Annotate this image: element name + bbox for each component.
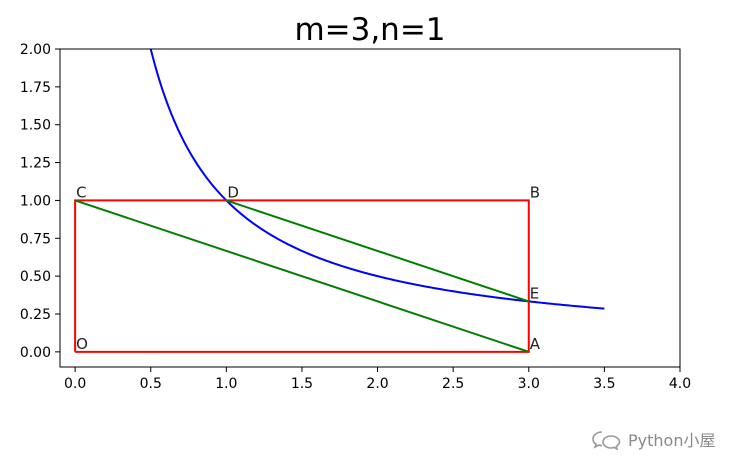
- wechat-icon: [592, 431, 621, 450]
- point-label-b: B: [530, 183, 540, 201]
- x-tick-label: 2.5: [442, 376, 464, 392]
- rectangle-outline-1: [74, 199, 530, 353]
- x-tick-label: 0.0: [64, 376, 86, 392]
- x-tick-label: 2.0: [366, 376, 388, 392]
- x-tick-label: 3.5: [593, 376, 615, 392]
- watermark: Python小屋: [592, 427, 715, 451]
- point-label-e: E: [530, 284, 539, 302]
- axes-frame: [59, 48, 681, 368]
- y-tick-label: 1.25: [20, 156, 51, 172]
- segment-line-3: [226, 199, 530, 303]
- x-tick-label: 0.5: [140, 376, 162, 392]
- x-tick-label: 1.0: [215, 376, 237, 392]
- chart-title: m=3,n=1: [294, 12, 445, 48]
- plot-lines: [74, 49, 605, 353]
- y-tick-label: 0.75: [20, 231, 51, 247]
- y-axis: 0.00 0.25 0.50 0.75 1.00 1.25 1.50 1.75 2.00: [20, 42, 60, 361]
- point-label-a: A: [530, 335, 541, 353]
- segment-line-2: [74, 199, 530, 353]
- x-tick-label: 4.0: [669, 376, 691, 392]
- y-tick-label: 1.50: [20, 118, 51, 134]
- point-label-d: D: [227, 183, 239, 201]
- y-tick-label: 1.75: [20, 80, 51, 96]
- y-tick-label: 1.00: [20, 193, 51, 209]
- point-label-c: C: [76, 183, 86, 201]
- y-tick-label: 0.00: [20, 345, 51, 361]
- y-tick-label: 0.25: [20, 307, 51, 323]
- point-label-o: O: [76, 335, 88, 353]
- x-axis: 0.0 0.5 1.0 1.5 2.0 2.5 3.0 3.5 4.0: [64, 367, 691, 392]
- y-tick-label: 2.00: [20, 42, 51, 58]
- x-tick-label: 3.0: [518, 376, 540, 392]
- y-tick-label: 0.50: [20, 269, 51, 285]
- curve-line-0: [149, 49, 605, 310]
- x-tick-label: 1.5: [291, 376, 313, 392]
- watermark-text: Python小屋: [628, 431, 716, 450]
- plot-area: O A B C D E: [74, 49, 605, 353]
